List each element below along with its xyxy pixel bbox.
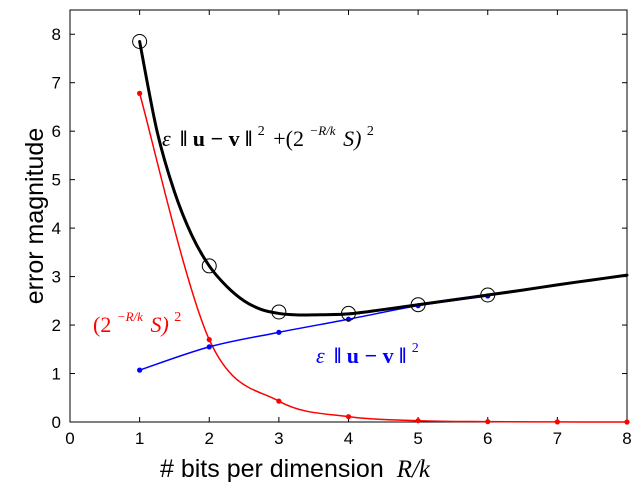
data-point-quant bbox=[554, 419, 560, 425]
data-point-total bbox=[201, 258, 217, 274]
x-tick-label: 8 bbox=[622, 429, 631, 448]
data-point-quant bbox=[276, 398, 282, 404]
annotation-dist-norm: ‖ u − v ‖ bbox=[334, 343, 406, 368]
annotation-total-exp: −R/k bbox=[309, 123, 335, 138]
data-point-total bbox=[410, 297, 426, 313]
x-tick-label: 7 bbox=[553, 429, 562, 448]
data-point-quant bbox=[345, 414, 352, 420]
annotation-total-s: S) bbox=[343, 126, 361, 151]
annotation-total-plus: +(2 bbox=[273, 126, 304, 151]
data-point-quant bbox=[485, 419, 491, 425]
x-axis-label: # bits per dimension R/k bbox=[160, 455, 431, 483]
data-point-quant bbox=[137, 90, 143, 96]
x-tick-label: 3 bbox=[274, 429, 283, 448]
annotation-quant-sq: 2 bbox=[174, 310, 181, 325]
annotation-quant-s: S) bbox=[150, 312, 168, 337]
x-tick-label: 6 bbox=[483, 429, 492, 448]
annotation-total-sq: 2 bbox=[258, 124, 265, 139]
x-axis-label-math: R/k bbox=[396, 456, 431, 483]
x-tick-label: 4 bbox=[344, 429, 353, 448]
data-point-quant bbox=[206, 337, 212, 343]
y-tick-label: 0 bbox=[52, 413, 61, 432]
annotation-total-eps: ε bbox=[162, 126, 171, 151]
y-tick-label: 8 bbox=[52, 25, 61, 44]
y-tick-label: 3 bbox=[52, 268, 61, 287]
y-tick-label: 1 bbox=[52, 365, 61, 384]
data-point-dist bbox=[137, 367, 143, 373]
annotation-quant-open: (2 bbox=[93, 312, 111, 337]
series-layer bbox=[132, 34, 630, 425]
series-line-total bbox=[138, 40, 629, 317]
y-tick-label: 4 bbox=[52, 219, 61, 238]
data-point-quant bbox=[415, 418, 421, 424]
data-point-dist bbox=[206, 344, 212, 350]
axis-ticks: 0 1 2 3 4 5 6 7 8 0 1 2 3 4 5 6 7 8 bbox=[52, 10, 631, 448]
annotation-dist-sq: 2 bbox=[412, 341, 419, 356]
annotation-dist: ε ‖ u − v ‖ 2 bbox=[316, 341, 419, 368]
data-point-total bbox=[132, 34, 148, 50]
annotation-quant-exp: −R/k bbox=[117, 309, 143, 324]
x-tick-label: 2 bbox=[205, 429, 214, 448]
data-point-quant bbox=[624, 419, 630, 425]
y-tick-label: 7 bbox=[52, 74, 61, 93]
data-point-total bbox=[271, 304, 287, 320]
data-point-dist bbox=[345, 316, 352, 322]
annotation-total-norm: ‖ u − v ‖ bbox=[180, 126, 252, 151]
annotation-total: ε ‖ u − v ‖ 2 +(2 −R/k S) 2 bbox=[162, 115, 374, 151]
annotation-dist-eps: ε bbox=[316, 343, 325, 368]
y-tick-label: 2 bbox=[52, 316, 61, 335]
data-point-total bbox=[480, 287, 496, 303]
y-axis-label: error magnitude bbox=[21, 128, 49, 304]
x-tick-label: 1 bbox=[135, 429, 144, 448]
x-tick-label: 5 bbox=[413, 429, 422, 448]
x-axis-label-text: # bits per dimension bbox=[160, 455, 384, 483]
y-tick-label: 6 bbox=[52, 122, 61, 141]
plot-area bbox=[69, 9, 628, 423]
data-point-total bbox=[341, 305, 356, 321]
y-tick-label: 5 bbox=[52, 171, 61, 190]
x-tick-label: 0 bbox=[65, 429, 74, 448]
data-point-dist bbox=[276, 329, 282, 335]
annotation-quant: (2 −R/k S) 2 bbox=[93, 301, 181, 337]
annotation-total-sq2: 2 bbox=[367, 124, 374, 139]
